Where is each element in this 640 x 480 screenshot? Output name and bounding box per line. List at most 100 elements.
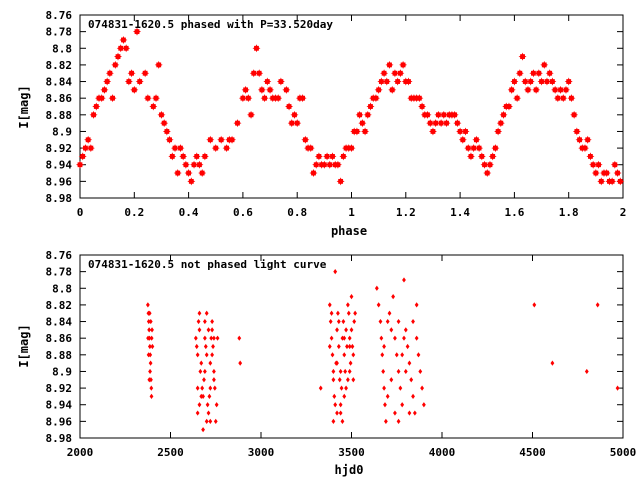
- data-point: [332, 393, 337, 400]
- data-point: [499, 110, 508, 119]
- data-point: [206, 327, 211, 333]
- data-point: [89, 110, 98, 119]
- data-point: [148, 368, 152, 375]
- data-point: [197, 310, 202, 316]
- data-point: [523, 85, 532, 94]
- y-tick-label: 8.96: [46, 175, 73, 188]
- data-point: [496, 119, 505, 128]
- data-point: [374, 85, 383, 94]
- y-tick-label: 8.82: [46, 59, 73, 72]
- data-point: [376, 302, 381, 308]
- data-point: [594, 160, 603, 169]
- data-point: [135, 77, 144, 86]
- x-tick-label: 0.6: [233, 206, 253, 219]
- data-point: [192, 152, 201, 161]
- data-point: [510, 77, 519, 86]
- data-point: [207, 393, 212, 400]
- data-point: [559, 94, 568, 103]
- data-point: [148, 360, 153, 366]
- data-point: [586, 152, 595, 161]
- data-point: [114, 52, 123, 61]
- data-point: [100, 85, 109, 94]
- data-point: [301, 135, 310, 144]
- data-point: [407, 360, 412, 366]
- data-point: [212, 368, 216, 375]
- data-point: [237, 335, 242, 341]
- data-point: [353, 310, 358, 316]
- data-point: [327, 302, 332, 308]
- data-point: [351, 352, 356, 358]
- data-point: [414, 335, 419, 341]
- data-point: [393, 77, 402, 86]
- data-point: [181, 160, 190, 169]
- data-point: [204, 418, 209, 424]
- x-tick-label: 0.2: [124, 206, 144, 219]
- data-point: [160, 119, 169, 128]
- data-point: [591, 169, 600, 178]
- data-point: [122, 44, 131, 53]
- data-point: [331, 377, 336, 383]
- data-point: [575, 135, 584, 144]
- data-point: [361, 127, 370, 136]
- data-point: [507, 85, 516, 94]
- data-point: [383, 418, 388, 424]
- unphased-data-points: [145, 269, 620, 433]
- data-point: [403, 327, 408, 333]
- data-point: [179, 152, 188, 161]
- data-point: [380, 69, 389, 78]
- data-point: [152, 94, 161, 103]
- data-point: [238, 360, 243, 366]
- data-point: [341, 318, 346, 325]
- data-point: [494, 127, 503, 136]
- data-point: [400, 352, 405, 358]
- data-point: [418, 102, 427, 111]
- data-point: [344, 385, 348, 391]
- data-point: [198, 368, 203, 375]
- x-tick-label: 0.4: [179, 206, 199, 219]
- data-point: [333, 402, 338, 408]
- data-point: [615, 385, 620, 391]
- data-point: [382, 343, 386, 350]
- data-point: [385, 318, 390, 325]
- data-point: [400, 402, 405, 408]
- data-point: [338, 402, 343, 408]
- data-point: [550, 360, 555, 366]
- data-point: [206, 410, 211, 416]
- data-point: [540, 60, 549, 69]
- data-point: [202, 377, 206, 383]
- y-tick-label: 8.76: [46, 249, 73, 262]
- data-point: [86, 144, 95, 153]
- data-point: [149, 393, 154, 400]
- y-tick-label: 8.86: [46, 92, 73, 105]
- data-point: [526, 77, 535, 86]
- data-point: [428, 127, 437, 136]
- data-point: [210, 327, 215, 333]
- data-point: [200, 152, 209, 161]
- data-point: [285, 102, 294, 111]
- y-tick-label: 8.86: [46, 332, 73, 345]
- data-point: [613, 169, 622, 178]
- data-point: [335, 327, 339, 333]
- data-point: [282, 85, 291, 94]
- y-tick-label: 8.84: [46, 76, 73, 89]
- data-point: [208, 360, 213, 366]
- data-point: [388, 85, 397, 94]
- data-point: [202, 368, 207, 375]
- y-tick-label: 8.98: [46, 192, 73, 205]
- data-point: [204, 310, 209, 316]
- data-point: [260, 94, 269, 103]
- data-point: [211, 343, 215, 350]
- phased-data-points: [76, 27, 625, 186]
- data-point: [263, 77, 272, 86]
- data-point: [407, 410, 412, 416]
- data-point: [344, 327, 348, 333]
- data-point: [348, 360, 353, 366]
- data-point: [405, 343, 410, 350]
- unphased-plot-xlabel: hjd0: [335, 463, 364, 477]
- data-point: [150, 327, 154, 333]
- phased-plot-panel: 074831-1620.5 phased with P=33.520day ph…: [17, 9, 626, 238]
- y-tick-label: 8.96: [46, 415, 73, 428]
- data-point: [309, 169, 318, 178]
- data-point: [393, 335, 397, 341]
- data-point: [339, 385, 344, 391]
